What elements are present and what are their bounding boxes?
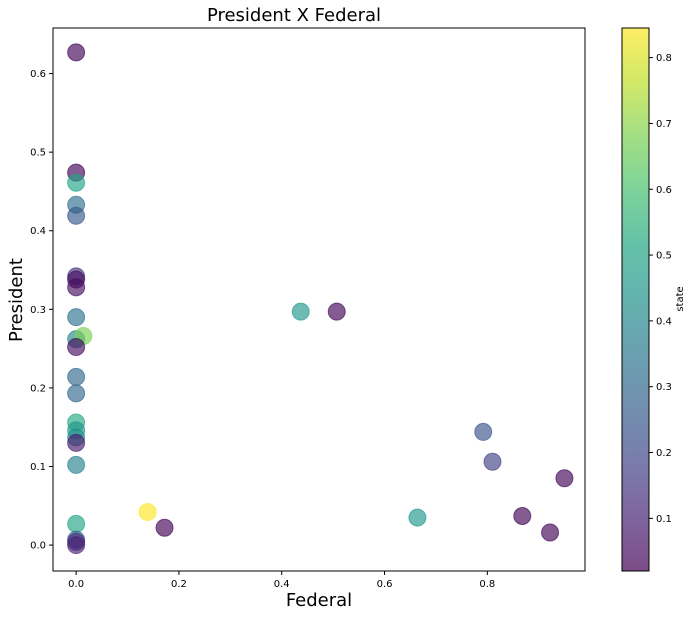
data-point [67, 43, 86, 62]
x-tick-label: 0.2 [171, 579, 187, 590]
data-point [67, 367, 86, 386]
data-point [67, 173, 86, 192]
colorbar-tick-label: 0.2 [656, 448, 672, 459]
colorbar-ticks: 0.1 0.2 0.3 0.4 0.5 0.6 0.7 0.8 [649, 53, 672, 525]
data-point [67, 433, 86, 452]
y-tick-label: 0.5 [30, 148, 46, 159]
colorbar-tick-label: 0.3 [656, 382, 672, 393]
colorbar-tick-label: 0.4 [656, 316, 672, 327]
x-axis-label: Federal [286, 590, 352, 611]
y-tick-label: 0.4 [30, 226, 46, 237]
x-tick-label: 0.8 [479, 579, 495, 590]
y-axis-label: President [6, 258, 27, 342]
data-point [155, 518, 174, 537]
x-tick-label: 0.6 [377, 579, 393, 590]
x-tick-label: 0.4 [274, 579, 290, 590]
data-point [138, 503, 157, 522]
chart-title: President X Federal [207, 5, 381, 26]
y-axis-ticks: 0.0 0.1 0.2 0.3 0.4 0.5 0.6 [30, 69, 53, 552]
data-point [67, 514, 86, 533]
data-point [67, 308, 86, 327]
y-tick-label: 0.0 [30, 541, 46, 552]
data-point [474, 422, 493, 441]
colorbar-tick-label: 0.1 [656, 514, 672, 525]
colorbar [621, 27, 650, 572]
y-tick-label: 0.2 [30, 383, 46, 394]
y-tick-label: 0.6 [30, 69, 46, 80]
data-point [67, 455, 86, 474]
data-point [67, 536, 86, 555]
colorbar-tick-label: 0.6 [656, 185, 672, 196]
x-axis-ticks: 0.0 0.2 0.4 0.6 0.8 [68, 571, 495, 590]
data-point [291, 302, 310, 321]
data-points [67, 43, 574, 555]
data-point [483, 452, 502, 471]
data-point [67, 206, 86, 225]
data-point [555, 469, 574, 488]
colorbar-tick-label: 0.8 [656, 53, 672, 64]
plot-area-frame [52, 27, 586, 572]
data-point [67, 384, 86, 403]
y-tick-label: 0.3 [30, 305, 46, 316]
data-point [541, 523, 560, 542]
colorbar-tick-label: 0.7 [656, 119, 672, 130]
y-tick-label: 0.1 [30, 462, 46, 473]
data-point [67, 338, 86, 357]
colorbar-label: state [675, 286, 686, 311]
data-point [67, 278, 86, 297]
colorbar-tick-label: 0.5 [656, 251, 672, 262]
data-point [513, 506, 532, 525]
data-point [327, 302, 346, 321]
x-tick-label: 0.0 [68, 579, 84, 590]
data-point [408, 508, 427, 527]
